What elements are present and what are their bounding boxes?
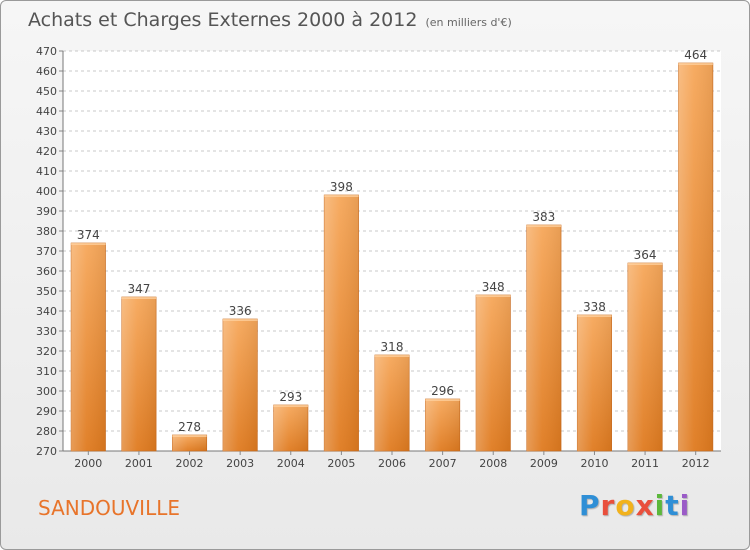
y-tick-label: 280 (36, 425, 57, 438)
logo-letter: i (654, 489, 666, 522)
y-tick-label: 360 (36, 265, 57, 278)
bar-shine (324, 195, 359, 451)
logo-letter: o (615, 489, 636, 522)
y-tick-label: 390 (36, 205, 57, 218)
y-tick-label: 400 (36, 185, 57, 198)
x-tick-label: 2012 (682, 457, 710, 470)
y-tick-label: 370 (36, 245, 57, 258)
chart-subtitle: (en milliers d'€) (425, 16, 512, 29)
logo-letter: P (579, 489, 601, 522)
bar-shine (71, 243, 106, 451)
y-tick-label: 270 (36, 445, 57, 458)
bar-shine (476, 295, 511, 451)
x-tick-label: 2009 (530, 457, 558, 470)
y-tick-label: 470 (36, 45, 57, 58)
y-tick-label: 450 (36, 85, 57, 98)
bar-value-label: 296 (431, 384, 454, 398)
x-tick-label: 2001 (125, 457, 153, 470)
logo-letter: r (600, 489, 616, 522)
y-tick-label: 380 (36, 225, 57, 238)
y-tick-label: 300 (36, 385, 57, 398)
x-tick-label: 2000 (74, 457, 102, 470)
bar-shine (526, 225, 562, 451)
bar-value-label: 398 (330, 180, 353, 194)
bar-shine (678, 63, 713, 451)
x-tick-label: 2005 (327, 457, 355, 470)
y-tick-label: 350 (36, 285, 57, 298)
logo-letter: x (635, 489, 655, 522)
logo-letter: t (665, 489, 680, 522)
y-tick-label: 410 (36, 165, 57, 178)
bar-value-label: 464 (684, 48, 707, 62)
chart-title: Achats et Charges Externes 2000 à 2012 (28, 9, 418, 31)
bar-value-label: 278 (178, 420, 201, 434)
y-tick-label: 340 (36, 305, 57, 318)
bar-shine (577, 315, 612, 451)
y-tick-label: 460 (36, 65, 57, 78)
x-tick-label: 2004 (277, 457, 305, 470)
y-tick-label: 430 (36, 125, 57, 138)
y-tick-label: 290 (36, 405, 57, 418)
y-tick-label: 320 (36, 345, 57, 358)
bar-shine (121, 297, 157, 451)
bar-shine (374, 355, 410, 451)
bar-value-label: 318 (381, 340, 404, 354)
x-tick-label: 2010 (580, 457, 608, 470)
bar-value-label: 293 (279, 390, 302, 404)
bar-value-label: 347 (127, 282, 150, 296)
logo-letter: i (679, 489, 691, 522)
x-tick-label: 2002 (176, 457, 204, 470)
bar-value-label: 383 (532, 210, 555, 224)
bar-shine (172, 435, 207, 451)
y-tick-label: 440 (36, 105, 57, 118)
bar-shine (627, 263, 663, 451)
y-tick-label: 420 (36, 145, 57, 158)
bar-value-label: 348 (482, 280, 505, 294)
x-tick-label: 2007 (429, 457, 457, 470)
bar-value-label: 336 (229, 304, 252, 318)
bar-shine (222, 319, 258, 451)
bar-value-label: 364 (634, 248, 657, 262)
x-tick-label: 2008 (479, 457, 507, 470)
proxiti-logo: Proxiti (579, 489, 690, 522)
y-tick-label: 330 (36, 325, 57, 338)
bar-shine (425, 399, 460, 451)
bar-value-label: 338 (583, 300, 606, 314)
y-tick-label: 310 (36, 365, 57, 378)
commune-name: SANDOUVILLE (38, 496, 180, 520)
x-tick-label: 2003 (226, 457, 254, 470)
bar-value-label: 374 (77, 228, 100, 242)
chart-title-block: Achats et Charges Externes 2000 à 2012 (e… (28, 9, 512, 31)
bar-shine (273, 405, 308, 451)
x-tick-label: 2006 (378, 457, 406, 470)
x-tick-label: 2011 (631, 457, 659, 470)
